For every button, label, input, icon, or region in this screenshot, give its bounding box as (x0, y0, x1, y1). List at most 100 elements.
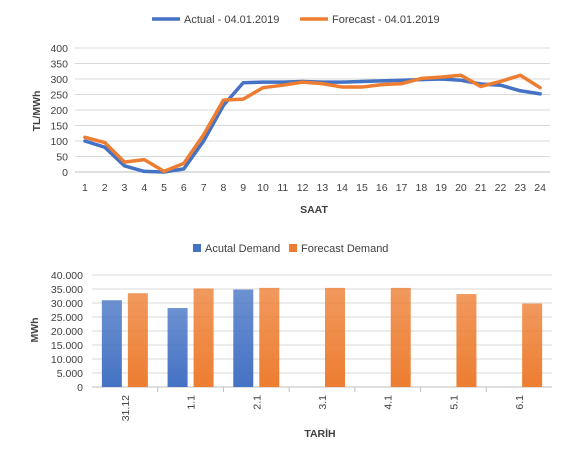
bar-forecast-demand (522, 303, 543, 387)
line-chart-y-tick-label: 100 (50, 136, 68, 148)
bar-actual-demand (101, 300, 122, 387)
line-chart-gridlines (75, 47, 550, 173)
line-chart-x-tick-label: 24 (534, 182, 546, 194)
bar-chart-x-tick-label: 6.1 (514, 395, 526, 410)
line-chart-x-tick-label: 1 (82, 182, 88, 194)
line-point (340, 80, 344, 84)
line-chart-series (83, 73, 542, 174)
bar-chart-legend: Acutal Demand Forecast Demand (193, 243, 388, 255)
line-chart-x-tick-label: 5 (161, 182, 167, 194)
bar-forecast-demand (390, 287, 411, 387)
line-chart-x-tick-label: 23 (514, 182, 526, 194)
line-chart-x-tick-label: 13 (317, 182, 329, 194)
demand-bar-chart: Acutal Demand Forecast Demand 0 5.000 10.00… (29, 243, 552, 440)
line-point (301, 80, 304, 84)
price-line-chart: Actual - 04.01.2019 Forecast - 04.01.2019… (31, 14, 550, 216)
bar-chart-y-tick-label: 35.000 (51, 284, 83, 296)
legend-entry: Acutal Demand (205, 243, 280, 255)
line-point (202, 133, 205, 136)
line-point (538, 86, 542, 89)
line-point (459, 74, 463, 77)
line-point (103, 146, 106, 149)
line-point (143, 158, 146, 161)
bar-chart-y-axis-title: MWh (29, 317, 41, 342)
line-point (182, 167, 186, 171)
line-chart-x-tick-label: 15 (356, 182, 368, 194)
bar-chart-x-tick-label: 5.1 (448, 395, 460, 410)
bar-chart-y-tick-label: 10.000 (51, 354, 83, 366)
bar-forecast-demand (127, 293, 148, 387)
bar-chart-gridlines (92, 274, 552, 388)
line-point (519, 89, 522, 92)
line-point (538, 92, 542, 96)
line-chart-x-axis-title: SAAT (300, 204, 328, 216)
bar-chart-x-tick-label: 3.1 (317, 395, 329, 410)
line-chart-x-tick-label: 20 (455, 182, 467, 194)
bar-forecast-demand (456, 294, 477, 387)
bar-actual-demand (233, 289, 254, 387)
line-point (281, 80, 285, 84)
line-chart-y-tick-label: 150 (50, 121, 68, 133)
line-point (182, 162, 186, 165)
line-point (143, 170, 146, 173)
line-point (439, 75, 443, 79)
line-chart-y-tick-label: 50 (56, 152, 68, 164)
line-chart-x-tick-label: 4 (141, 182, 147, 194)
line-point (123, 160, 126, 164)
line-point (222, 104, 225, 107)
line-point (340, 85, 344, 89)
line-point (242, 81, 245, 84)
bar-chart-y-tick-label: 40.000 (51, 270, 83, 282)
line-point (222, 98, 225, 102)
line-point (499, 80, 502, 83)
line-point (83, 139, 87, 143)
legend-entry: Actual - 04.01.2019 (184, 14, 279, 26)
line-chart-x-tick-label: 22 (495, 182, 507, 194)
legend-square-marker (193, 244, 201, 252)
bar-chart-y-tick-label: 20.000 (51, 326, 83, 338)
line-point (360, 80, 364, 83)
bar-chart-x-axis-title: TARİH (304, 427, 335, 440)
line-point (103, 141, 106, 144)
line-chart-x-tick-label: 17 (396, 182, 408, 194)
line-chart-y-tick-label: 300 (50, 74, 68, 86)
line-point (499, 84, 502, 87)
line-chart-y-tick-label: 400 (50, 43, 68, 55)
bar-chart-y-tick-label: 15.000 (51, 340, 83, 352)
bar-chart-x-tick-label: 31.12 (120, 395, 132, 421)
line-series-forecast (83, 73, 542, 174)
line-point (83, 136, 87, 139)
bar-forecast-demand (325, 287, 345, 387)
line-chart-x-ticks: 1 2 3 4 5 6 7 8 9 10 11 12 13 14 15 16 17 18 19 20 21 22 23 24 (82, 182, 546, 194)
line-point (459, 79, 463, 82)
line-chart-x-tick-label: 19 (435, 182, 447, 194)
bar-forecast-demand (193, 288, 214, 387)
line-point (400, 79, 403, 82)
bar-chart-y-tick-label: 30.000 (51, 298, 83, 310)
bar-chart-y-ticks: 0 5.000 10.000 15.000 20.000 25.000 30.000 35.0… (51, 270, 83, 394)
line-chart-y-tick-label: 200 (50, 105, 68, 117)
bar-forecast-demand (259, 287, 280, 387)
line-point (162, 170, 166, 173)
line-chart-y-tick-label: 0 (62, 167, 68, 179)
line-point (479, 85, 482, 88)
line-chart-x-tick-label: 18 (416, 182, 428, 194)
bar-chart-y-tick-label: 25.000 (51, 312, 83, 324)
line-chart-x-tick-label: 8 (221, 182, 227, 194)
bar-actual-demand (167, 308, 188, 387)
bar-chart-y-tick-label: 0 (77, 382, 83, 394)
line-point (261, 86, 265, 89)
line-chart-x-tick-label: 6 (181, 182, 187, 194)
line-point (202, 139, 205, 143)
legend-entry: Forecast - 04.01.2019 (332, 14, 440, 26)
line-chart-y-tick-label: 250 (50, 90, 68, 102)
line-point (321, 82, 324, 85)
line-chart-y-axis-title: TL/MWh (31, 91, 43, 132)
line-chart-legend: Actual - 04.01.2019 Forecast - 04.01.2019 (152, 14, 440, 26)
line-chart-y-tick-label: 350 (50, 59, 68, 71)
legend-square-marker (289, 244, 297, 252)
line-chart-y-ticks: 0 50 100 150 200 250 300 350 400 (50, 43, 68, 179)
bar-chart-x-ticks: 31.12 1.1 2.1 3.1 4.1 5.1 6.1 (120, 387, 526, 421)
line-chart-x-tick-label: 7 (201, 182, 207, 194)
